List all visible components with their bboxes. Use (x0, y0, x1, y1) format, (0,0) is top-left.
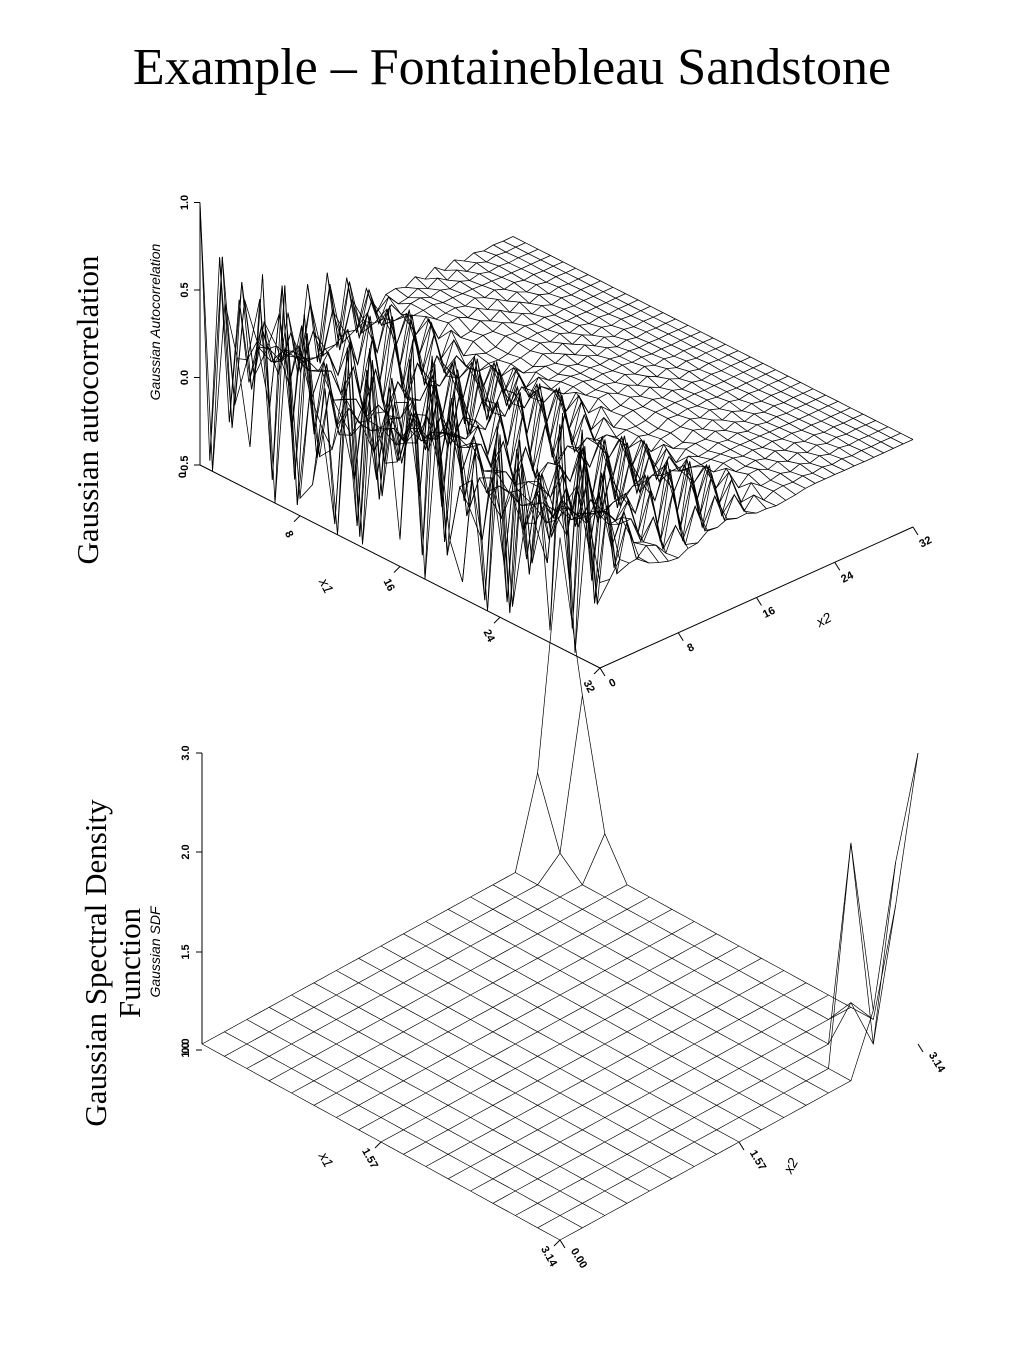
z-tick-label: 2.0 (180, 844, 192, 859)
x2-tick-label: 1.57 (747, 1148, 768, 1173)
surface-col-line (492, 884, 852, 1082)
surface-col-line (246, 1019, 605, 1216)
surface-col-line (512, 236, 914, 440)
slide-title: Example – Fontainebleau Sandstone (132, 39, 892, 96)
x1-tick-label: 16 (381, 577, 397, 593)
surface-col-line (493, 244, 894, 449)
x1-tick-label: 3.14 (538, 1244, 559, 1269)
surface-col-line (258, 347, 660, 563)
x1-tick-mark (374, 1141, 382, 1149)
surface-col-line (199, 202, 601, 653)
x1-axis-title: x1 (315, 1148, 337, 1170)
surface-col-line (228, 281, 630, 581)
surface-col-line (405, 286, 806, 489)
x2-axis-title: x2 (813, 609, 835, 631)
surface-col-line (464, 260, 865, 463)
surface-col-line (559, 537, 919, 1021)
z-axis-title: Gaussian Autocorrelation (147, 243, 163, 400)
surface-col-line (434, 267, 836, 475)
x1-axis-title: x1 (316, 575, 337, 596)
x2-tick-mark (834, 561, 841, 571)
surface-col-line (473, 252, 875, 458)
x2-tick-label: 3.14 (926, 1050, 948, 1075)
z-base-tick-label: 0.0 (180, 1038, 192, 1053)
x2-tick-mark (917, 1043, 924, 1053)
surface-col-line (268, 1006, 628, 1204)
sdf-surface-chart: 1.0 1.5 2.0 3.0 0.0 Gaussian SDF 1.57 3.14 x1 0.0… (147, 537, 948, 1271)
x2-tick-label: 16 (761, 605, 777, 621)
x2-tick-label: 0.00 (568, 1246, 589, 1271)
surface-col-line (515, 842, 874, 1045)
autocorrelation-surface-chart: -0.5 0.0 0.5 1.0 0 Gaussian Autocorrelation 8 1… (147, 195, 934, 695)
z-tick-label: 0.5 (179, 282, 191, 297)
z-tick-label: 0.0 (179, 370, 191, 385)
surface-col-line (503, 240, 904, 445)
surface-col-line (336, 970, 695, 1167)
x2-tick-label: 0 (607, 677, 618, 690)
x2-tick-mark (677, 632, 684, 642)
x1-tick-label: 8 (282, 529, 295, 540)
surface-col-line (403, 933, 762, 1131)
surface-col-line (317, 284, 718, 532)
z-tick-label: -0.5 (179, 456, 191, 475)
surface-col-line (356, 288, 757, 514)
z-tick-label: 1.0 (179, 195, 191, 210)
z-axis-title: Gaussian SDF (147, 905, 163, 997)
z-tick-label: 1.5 (180, 944, 192, 959)
x2-axis-title: x2 (780, 1155, 802, 1177)
x1-tick-mark (393, 566, 401, 573)
surface-col-line (454, 259, 855, 467)
surface-col-line (424, 277, 826, 480)
surface-col-line (537, 772, 896, 1046)
x1-tick-label: 32 (581, 678, 597, 694)
surface-col-line (224, 1031, 583, 1229)
x2-tick-mark (559, 1239, 566, 1249)
x2-tick-mark (738, 1141, 745, 1151)
x2-tick-label: 24 (839, 569, 856, 586)
surface-row-line (201, 537, 561, 1045)
surface-col-line (395, 288, 796, 496)
z-base-tick-label: 0 (177, 472, 189, 478)
x2-tick-mark (756, 597, 762, 606)
surface-col-line (219, 257, 620, 604)
x2-tick-mark (912, 526, 919, 536)
z-tick-label: 3.0 (180, 745, 192, 760)
surface-col-line (277, 331, 679, 559)
surface-col-line (313, 982, 673, 1180)
x1-tick-label: 1.57 (359, 1146, 380, 1171)
surface-col-line (365, 288, 767, 509)
surface-col-line (297, 303, 698, 545)
z-tick-label: 1.0 (180, 1042, 192, 1057)
x1-tick-mark (593, 667, 601, 675)
surface-col-line (336, 281, 737, 521)
surface-col-line (414, 276, 816, 484)
x2-tick-label: 32 (917, 534, 933, 550)
surface-col-line (268, 347, 669, 562)
x1-tick-mark (553, 1239, 561, 1247)
surface-row-line (515, 1002, 874, 1216)
x2-tick-mark (599, 667, 606, 677)
surface-col-line (483, 250, 884, 454)
surface-col-line (291, 994, 650, 1192)
surface-col-line (425, 921, 784, 1118)
surface-col-line (447, 908, 807, 1106)
surface-col-line (470, 896, 829, 1094)
x1-tick-mark (493, 616, 501, 624)
x1-tick-mark (293, 515, 301, 523)
surface-row-line (559, 752, 919, 1241)
surface-col-line (358, 957, 717, 1155)
surface-row-line (537, 842, 896, 1229)
surface-col-line (380, 945, 740, 1143)
x1-tick-label: 24 (481, 628, 498, 645)
surface-col-line (326, 272, 728, 529)
surface-col-line (375, 296, 777, 507)
surface-col-line (444, 269, 845, 471)
surface-col-line (209, 256, 611, 629)
surface-col-line (346, 277, 748, 517)
surface-col-line (385, 294, 787, 501)
x2-tick-label: 8 (685, 641, 696, 654)
